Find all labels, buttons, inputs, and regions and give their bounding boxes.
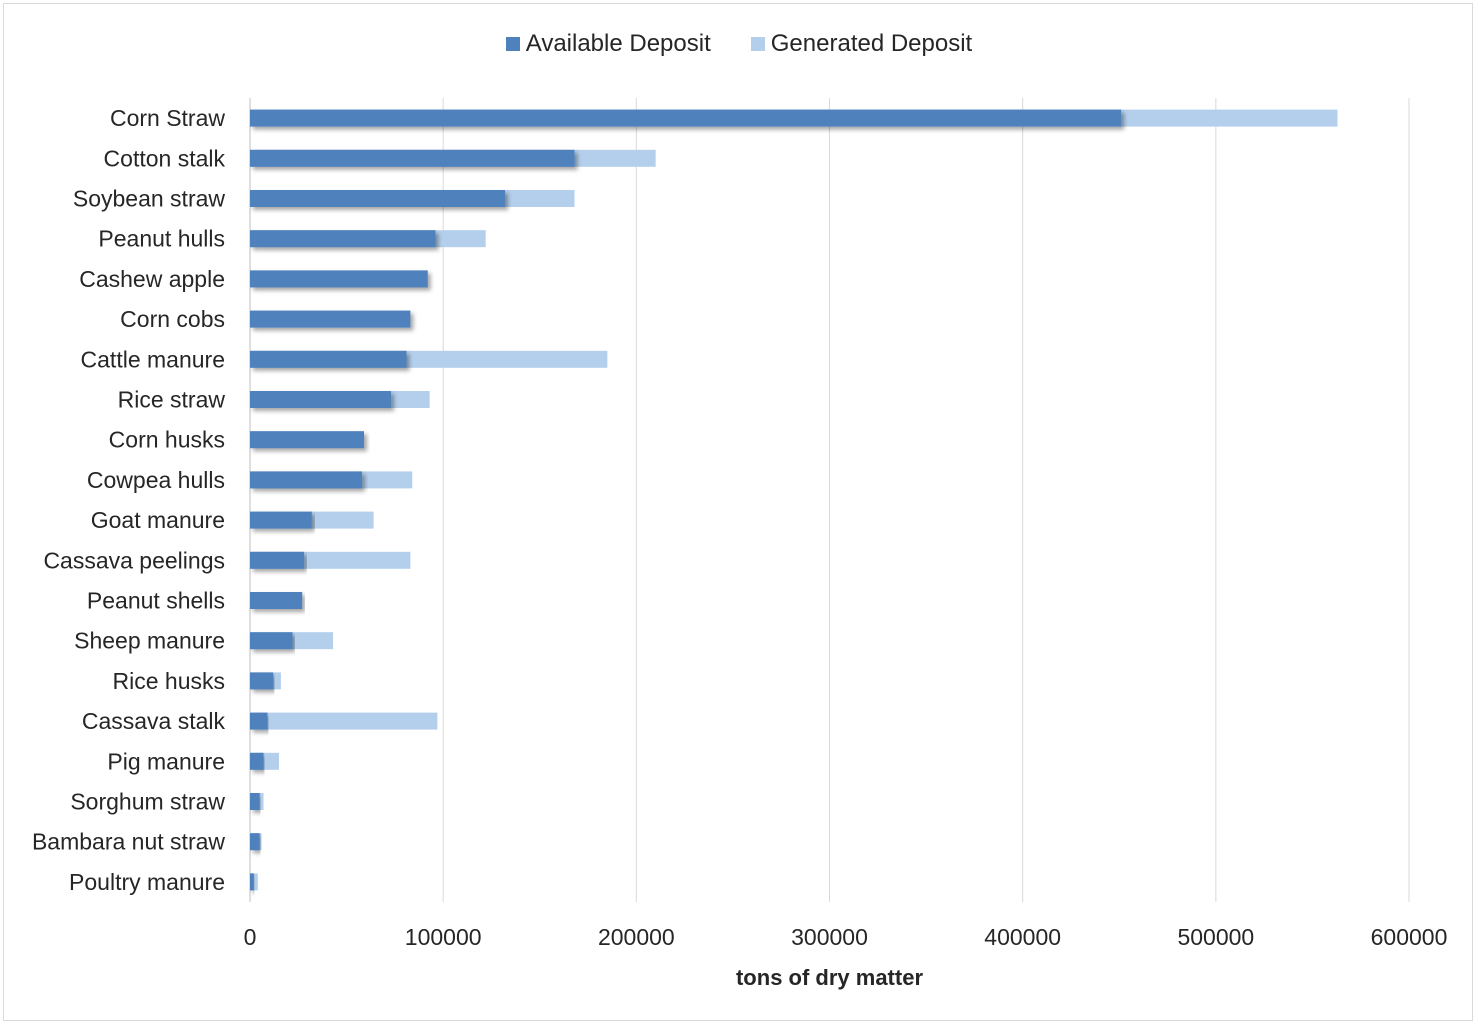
x-tick-label-6: 600000	[1371, 924, 1448, 950]
category-label-9: Cowpea hulls	[87, 467, 225, 493]
x-tick-label-5: 500000	[1177, 924, 1254, 950]
bar-available-18	[250, 833, 260, 851]
bar-available-10	[250, 511, 312, 529]
x-tick-label-4: 400000	[984, 924, 1061, 950]
bar-available-8	[250, 431, 364, 449]
category-label-3: Peanut hulls	[98, 226, 225, 252]
category-label-11: Cassava peelings	[43, 547, 225, 573]
chart-frame	[3, 3, 1473, 1021]
bar-available-14	[250, 672, 274, 690]
bar-available-12	[250, 592, 303, 609]
category-label-7: Rice straw	[118, 387, 226, 413]
category-label-1: Cotton stalk	[104, 145, 226, 171]
legend-item-available: Available Deposit	[505, 30, 711, 58]
bar-available-6	[250, 350, 407, 368]
legend-swatch-generated	[750, 37, 765, 51]
bar-available-0	[250, 109, 1122, 127]
legend: Available Deposit Generated Deposit	[0, 30, 1478, 58]
category-label-2: Soybean straw	[73, 186, 226, 212]
bar-available-15	[250, 712, 268, 730]
category-label-0: Corn Straw	[110, 105, 225, 131]
category-label-16: Pig manure	[107, 748, 225, 774]
x-tick-label-3: 300000	[791, 924, 868, 950]
bar-available-7	[250, 391, 392, 408]
bar-available-11	[250, 551, 305, 569]
category-label-19: Poultry manure	[69, 869, 225, 895]
category-label-6: Cattle manure	[81, 346, 225, 372]
legend-item-generated: Generated Deposit	[750, 30, 973, 58]
x-tick-label-0: 0	[244, 924, 257, 950]
bar-available-17	[250, 793, 260, 810]
category-label-18: Bambara nut straw	[32, 829, 225, 855]
category-label-5: Corn cobs	[120, 306, 225, 332]
bar-available-9	[250, 471, 363, 489]
bar-available-3	[250, 230, 436, 248]
bar-available-13	[250, 632, 293, 650]
x-axis-title: tons of dry matter	[736, 965, 923, 990]
bar-available-19	[250, 873, 254, 891]
category-label-17: Sorghum straw	[70, 789, 225, 815]
x-tick-label-1: 100000	[405, 924, 482, 950]
category-label-8: Corn husks	[109, 427, 225, 453]
bar-available-16	[250, 752, 264, 770]
category-label-10: Goat manure	[91, 507, 225, 533]
bar-generated-15	[250, 712, 438, 730]
x-tick-label-2: 200000	[598, 924, 675, 950]
category-label-15: Cassava stalk	[82, 708, 226, 734]
category-label-13: Sheep manure	[74, 628, 225, 654]
legend-label-available: Available Deposit	[525, 30, 711, 57]
category-label-12: Peanut shells	[87, 588, 225, 614]
legend-swatch-available	[505, 37, 520, 51]
bar-available-5	[250, 310, 411, 328]
category-label-4: Cashew apple	[79, 266, 225, 292]
bar-available-2	[250, 190, 505, 207]
legend-label-generated: Generated Deposit	[770, 30, 973, 57]
bar-available-4	[250, 270, 428, 288]
category-label-14: Rice husks	[113, 668, 225, 694]
bar-available-1	[250, 149, 575, 167]
